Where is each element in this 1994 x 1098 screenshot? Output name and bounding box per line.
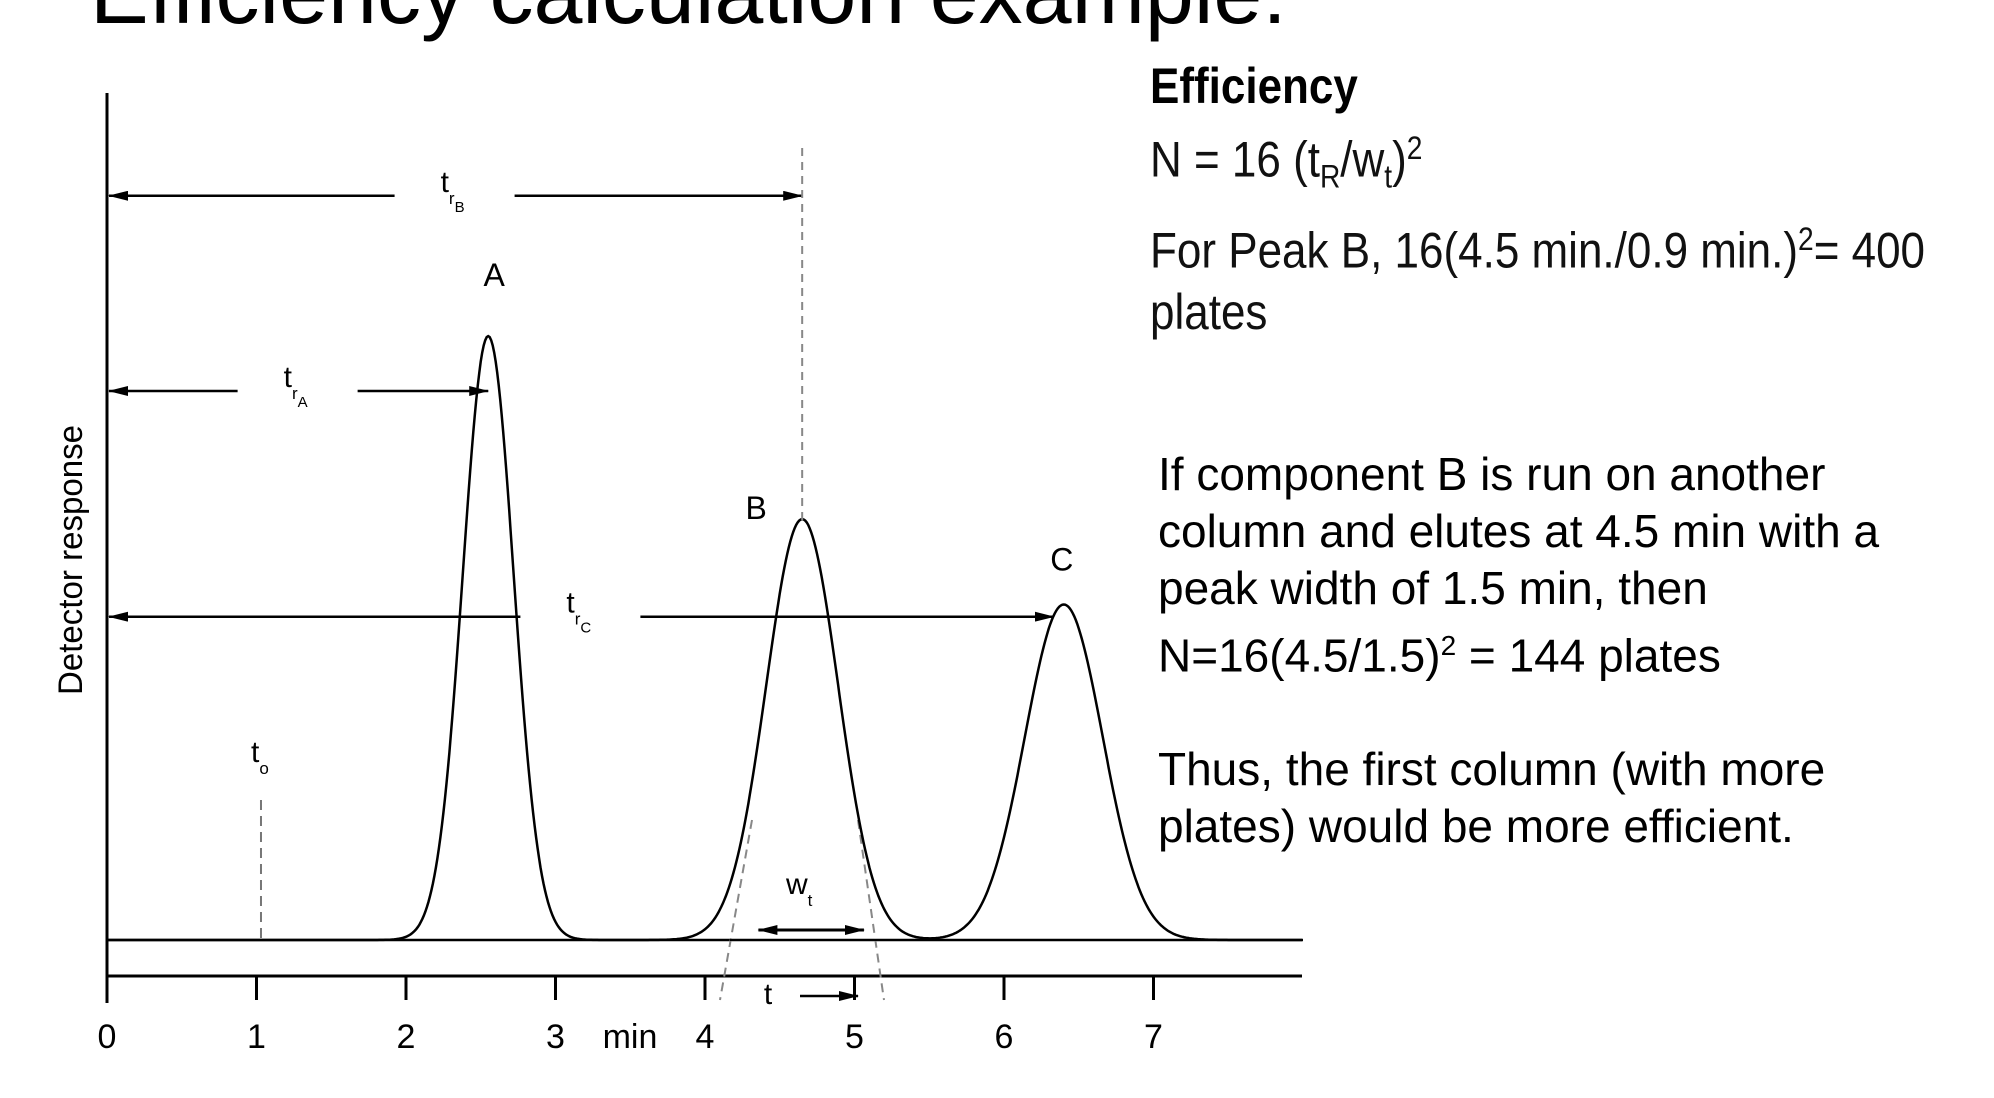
efficiency-units: plates xyxy=(1150,284,1268,341)
x-tick-group: 0 1 2 3 4 5 6 7 xyxy=(98,976,1163,1056)
x-tick-label-6: 6 xyxy=(995,1018,1014,1056)
peak-width-label: wt xyxy=(785,868,813,910)
note-paragraph-1: If component B is run on another column … xyxy=(1158,448,1880,682)
efficiency-example: For Peak B, 16(4.5 min./0.9 min.)2= 400 xyxy=(1150,220,1926,279)
x-tick-label-5: 5 xyxy=(845,1018,864,1056)
retention-label-A: trA xyxy=(284,361,308,411)
peak-width-construction: wt xyxy=(640,819,930,1001)
comparison-note: If component B is run on another column … xyxy=(1158,446,1978,855)
x-tick-label-0: 0 xyxy=(98,1018,117,1056)
efficiency-formula: N = 16 (tR/wt)2 xyxy=(1150,130,1423,195)
retention-marker-group: trA trB trC xyxy=(108,166,1055,637)
x-tick-label-2: 2 xyxy=(397,1018,416,1056)
note-paragraph-2: Thus, the first column (with more plates… xyxy=(1158,743,1826,853)
x-tick-label-7: 7 xyxy=(1144,1018,1163,1056)
time-arrow-label: t xyxy=(764,978,773,1011)
peak-label-C: C xyxy=(1050,542,1073,578)
peak-label-B: B xyxy=(746,490,767,526)
x-tick-label-1: 1 xyxy=(247,1018,266,1056)
x-unit-label: min xyxy=(603,1018,658,1056)
y-axis-label: Detector response xyxy=(52,425,90,695)
peak-label-group: A B C xyxy=(484,257,1074,577)
chromatogram-trace xyxy=(107,334,1303,942)
tangent-left xyxy=(719,819,753,1001)
peak-label-A: A xyxy=(484,257,506,293)
page-title: Efficiency calculation example: xyxy=(90,0,1287,44)
retention-label-B: trB xyxy=(441,166,465,216)
retention-label-C: trC xyxy=(566,587,591,637)
efficiency-heading: Efficiency xyxy=(1150,58,1358,114)
x-tick-label-3: 3 xyxy=(546,1018,565,1056)
efficiency-panel: Efficiency N = 16 (tR/wt)2 For Peak B, 1… xyxy=(1150,55,1926,343)
misc-mark-group: to t xyxy=(251,148,859,1011)
tangent-right xyxy=(857,819,885,1001)
dead-time-label: to xyxy=(251,736,269,778)
x-tick-label-4: 4 xyxy=(696,1018,715,1056)
